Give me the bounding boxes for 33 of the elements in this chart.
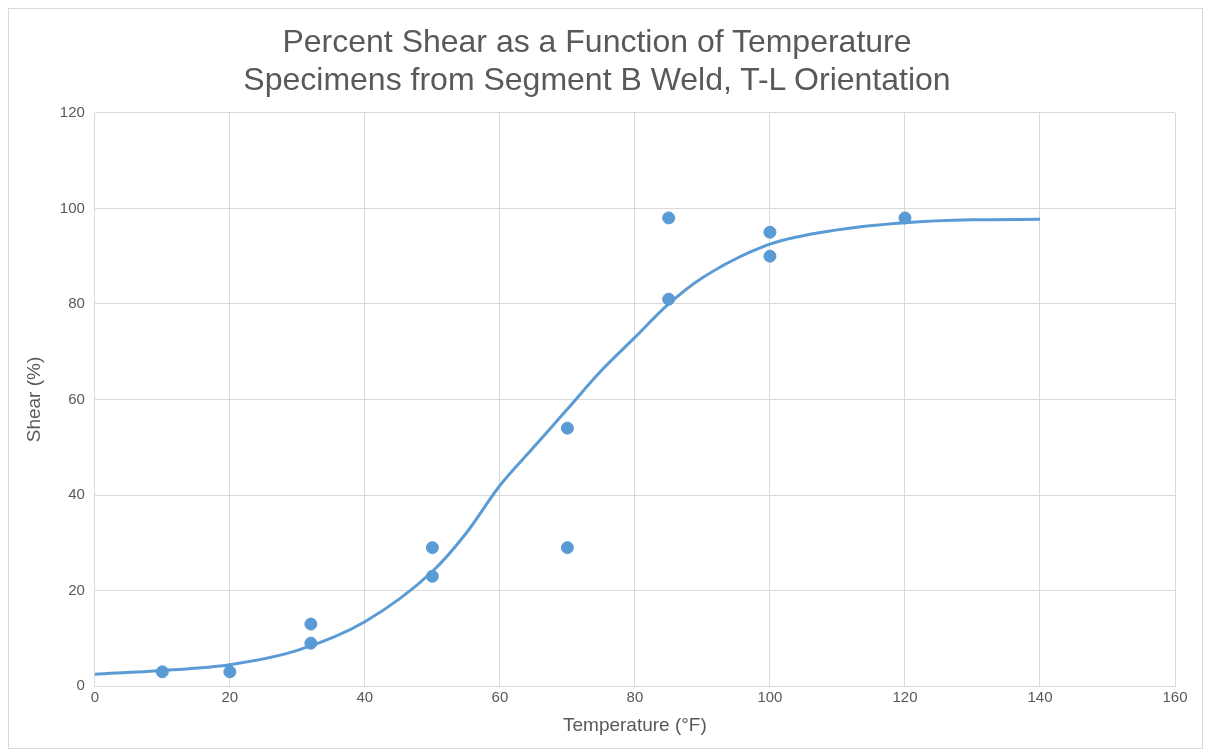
point [304,636,318,650]
x-tick-label: 140 [1027,688,1053,706]
x-tick-label: 120 [892,688,918,706]
x-tick-label: 80 [626,688,644,706]
y-tick-label: 100 [59,198,85,216]
point [662,211,676,225]
point [425,541,439,555]
x-tick-label: 20 [221,688,239,706]
x-axis-title: Temperature (°F) [563,713,707,735]
point [155,665,169,679]
y-tick-label: 20 [68,580,85,598]
point [223,665,237,679]
chart-subtitle: Specimens from Segment B Weld, T-L Orientation [243,61,951,98]
x-tick-label: 160 [1162,688,1188,706]
y-tick-label: 80 [68,294,85,312]
x-tick-label: 100 [757,688,783,706]
x-tick-label: 40 [356,688,374,706]
chart-title: Percent Shear as a Function of Temperature [282,23,912,60]
x-tick-label: 0 [90,688,99,706]
y-tick-label: 60 [68,389,85,407]
y-tick-label: 120 [59,102,85,120]
x-tick-label: 60 [491,688,509,706]
y-axis-title: Shear (%) [22,356,44,443]
point [425,569,439,583]
point [662,292,676,306]
point [763,225,777,239]
point [898,211,912,225]
y-tick-label: 0 [76,676,85,694]
point [763,249,777,263]
point [560,421,574,435]
point [560,541,574,555]
y-tick-label: 40 [68,485,85,503]
point [304,617,318,631]
